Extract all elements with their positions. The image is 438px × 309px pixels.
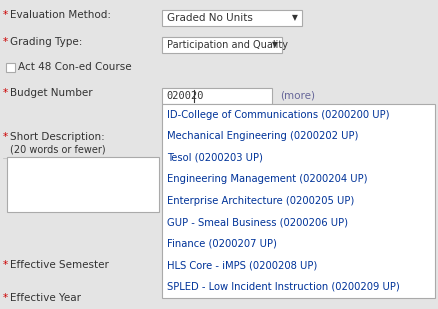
Text: HLS Core - iMPS (0200208 UP): HLS Core - iMPS (0200208 UP) — [166, 260, 317, 270]
Text: Tesol (0200203 UP): Tesol (0200203 UP) — [166, 153, 262, 163]
Text: ▼: ▼ — [291, 14, 297, 23]
Text: ▼: ▼ — [272, 40, 277, 49]
Bar — [162, 37, 281, 53]
Text: Evaluation Method:: Evaluation Method: — [10, 10, 111, 20]
Text: SPLED - Low Incident Instruction (0200209 UP): SPLED - Low Incident Instruction (020020… — [166, 282, 399, 292]
Text: *: * — [3, 37, 8, 47]
Text: ID-College of Communications (0200200 UP): ID-College of Communications (0200200 UP… — [166, 110, 389, 120]
Bar — [7, 157, 159, 212]
Text: Effective Semester: Effective Semester — [10, 260, 109, 270]
Text: (20 words or fewer): (20 words or fewer) — [10, 144, 106, 154]
Text: Budget Number: Budget Number — [10, 88, 92, 98]
Text: Enterprise Architecture (0200205 UP): Enterprise Architecture (0200205 UP) — [166, 196, 353, 206]
Text: Grading Type:: Grading Type: — [10, 37, 82, 47]
Text: Engineering Management (0200204 UP): Engineering Management (0200204 UP) — [166, 174, 367, 184]
Text: Graded No Units: Graded No Units — [166, 13, 252, 23]
Text: Mechanical Engineering (0200202 UP): Mechanical Engineering (0200202 UP) — [166, 131, 357, 141]
Text: *: * — [3, 10, 8, 20]
Text: *: * — [3, 88, 8, 98]
Text: GUP - Smeal Business (0200206 UP): GUP - Smeal Business (0200206 UP) — [166, 217, 347, 227]
Bar — [6, 63, 15, 72]
Text: Participation and Quality: Participation and Quality — [166, 40, 287, 50]
Text: *: * — [3, 293, 8, 303]
Bar — [162, 88, 272, 104]
Text: 020020: 020020 — [166, 91, 203, 101]
Text: Effective Year: Effective Year — [10, 293, 81, 303]
Bar — [162, 104, 434, 298]
Text: Finance (0200207 UP): Finance (0200207 UP) — [166, 239, 276, 249]
Text: Short Description:: Short Description: — [10, 132, 105, 142]
Text: Act 48 Con-ed Course: Act 48 Con-ed Course — [18, 62, 131, 72]
Text: (more): (more) — [279, 91, 314, 101]
Text: *: * — [3, 260, 8, 270]
Text: *: * — [3, 132, 8, 142]
Bar — [162, 10, 301, 26]
